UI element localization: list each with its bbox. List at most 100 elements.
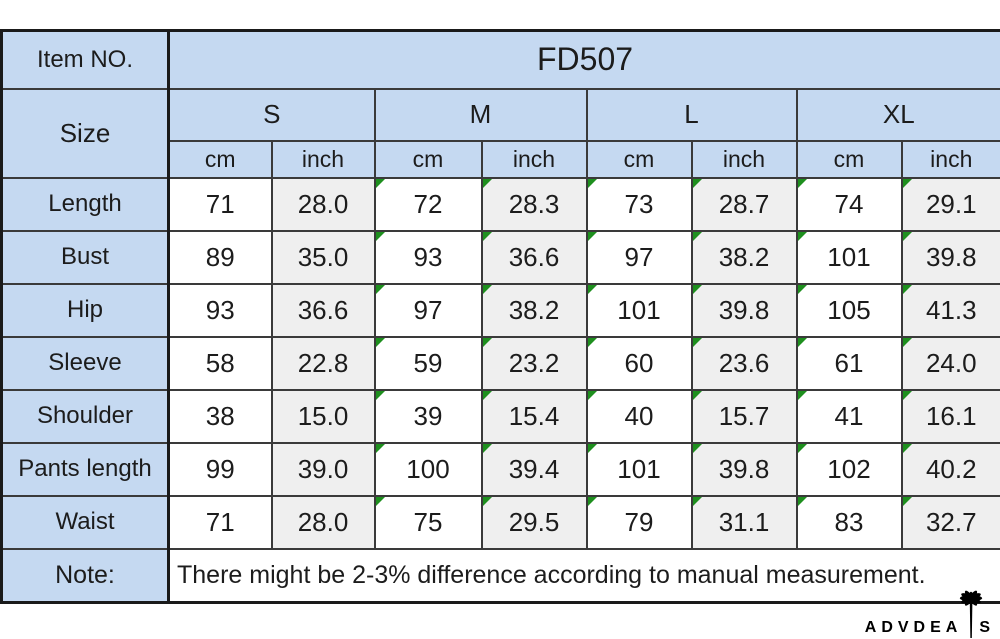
row-label: Length <box>0 176 170 232</box>
cell-value: 101 <box>617 294 661 325</box>
cell-value: 79 <box>624 506 654 537</box>
size-cell: 40.2 <box>900 441 1000 497</box>
cell-value: 97 <box>413 294 443 325</box>
size-cell: 29.5 <box>480 494 588 550</box>
excel-flag-icon <box>376 444 385 453</box>
size-cell: 15.0 <box>270 388 376 444</box>
cell-value: 41 <box>834 400 864 431</box>
size-header-m: M <box>373 87 588 142</box>
size-cell: 15.4 <box>480 388 588 444</box>
size-cell: 39.8 <box>900 229 1000 285</box>
excel-flag-icon <box>693 338 702 347</box>
cell-value: 73 <box>624 188 654 219</box>
excel-flag-icon <box>376 285 385 294</box>
note-label: Note: <box>0 547 170 604</box>
row-label: Pants length <box>0 441 170 497</box>
size-cell: 93 <box>167 282 273 338</box>
cell-value: 93 <box>413 241 443 272</box>
header-row-units: cm inch cm inch cm inch cm inch <box>2 139 1000 179</box>
size-cell: 105 <box>795 282 903 338</box>
size-cell: 36.6 <box>270 282 376 338</box>
cell-value: 38.2 <box>508 294 560 325</box>
size-cell: 101 <box>585 441 693 497</box>
size-cell: 39.8 <box>690 441 798 497</box>
unit-header-inch: inch <box>480 139 588 179</box>
cell-value: 15.4 <box>508 400 560 431</box>
excel-flag-icon <box>483 338 492 347</box>
size-cell: 61 <box>795 335 903 391</box>
size-cell: 36.6 <box>480 229 588 285</box>
excel-flag-icon <box>483 444 492 453</box>
excel-flag-icon <box>376 338 385 347</box>
excel-flag-icon <box>693 179 702 188</box>
cell-value: 83 <box>834 506 864 537</box>
cell-value: 100 <box>406 453 450 484</box>
size-cell: 83 <box>795 494 903 550</box>
excel-flag-icon <box>693 232 702 241</box>
size-cell: 38.2 <box>480 282 588 338</box>
excel-flag-icon <box>376 179 385 188</box>
cell-value: 15.0 <box>297 400 349 431</box>
cell-value: 32.7 <box>925 506 977 537</box>
table-row: Shoulder 38 15.0 39 15.4 40 15.7 41 16.1 <box>0 388 1000 444</box>
table-row: Pants length 99 39.0 100 39.4 101 39.8 1… <box>0 441 1000 497</box>
cell-value: 102 <box>827 453 871 484</box>
size-cell: 39.0 <box>270 441 376 497</box>
size-cell: 75 <box>373 494 483 550</box>
advdeals-watermark: ADVDEA S <box>864 586 995 638</box>
excel-flag-icon <box>903 497 912 506</box>
size-cell: 93 <box>373 229 483 285</box>
size-cell: 24.0 <box>900 335 1000 391</box>
size-header-xl: XL <box>795 87 1000 142</box>
cell-value: 75 <box>413 506 443 537</box>
unit-header-cm: cm <box>167 139 273 179</box>
cell-value: 105 <box>827 294 871 325</box>
cell-value: 40.2 <box>925 453 977 484</box>
excel-flag-icon <box>693 497 702 506</box>
excel-flag-icon <box>798 444 807 453</box>
size-cell: 74 <box>795 176 903 232</box>
size-header-s: S <box>167 87 376 142</box>
cell-value: 36.6 <box>297 294 349 325</box>
excel-flag-icon <box>903 232 912 241</box>
watermark-text-left: ADVDEA <box>864 619 963 636</box>
unit-header-inch: inch <box>690 139 798 179</box>
excel-flag-icon <box>903 179 912 188</box>
excel-flag-icon <box>483 285 492 294</box>
size-header-l: L <box>585 87 798 142</box>
cell-value: 28.7 <box>718 188 770 219</box>
size-cell: 58 <box>167 335 273 391</box>
size-cell: 60 <box>585 335 693 391</box>
row-label: Hip <box>0 282 170 338</box>
cell-value: 58 <box>205 347 235 378</box>
cell-value: 23.2 <box>508 347 560 378</box>
size-cell: 97 <box>585 229 693 285</box>
size-cell: 38 <box>167 388 273 444</box>
excel-flag-icon <box>376 391 385 400</box>
size-cell: 28.3 <box>480 176 588 232</box>
cell-value: 39.8 <box>718 294 770 325</box>
cell-value: 59 <box>413 347 443 378</box>
excel-flag-icon <box>903 444 912 453</box>
size-cell: 23.6 <box>690 335 798 391</box>
item-no-value: FD507 <box>166 29 1000 90</box>
size-cell: 102 <box>795 441 903 497</box>
item-no-label: Item NO. <box>0 29 170 90</box>
excel-flag-icon <box>588 497 597 506</box>
size-cell: 23.2 <box>480 335 588 391</box>
excel-flag-icon <box>588 444 597 453</box>
size-cell: 22.8 <box>270 335 376 391</box>
cell-value: 39 <box>413 400 443 431</box>
cell-value: 72 <box>413 188 443 219</box>
size-cell: 40 <box>585 388 693 444</box>
size-cell: 101 <box>795 229 903 285</box>
cell-value: 60 <box>624 347 654 378</box>
cell-value: 39.8 <box>718 453 770 484</box>
row-label: Waist <box>0 494 170 550</box>
table-row: Hip 93 36.6 97 38.2 101 39.8 105 41.3 <box>0 282 1000 338</box>
note-row: Note: There might be 2-3% difference acc… <box>0 547 1000 604</box>
cell-value: 35.0 <box>297 241 349 272</box>
cell-value: 74 <box>834 188 864 219</box>
excel-flag-icon <box>693 391 702 400</box>
size-cell: 41 <box>795 388 903 444</box>
